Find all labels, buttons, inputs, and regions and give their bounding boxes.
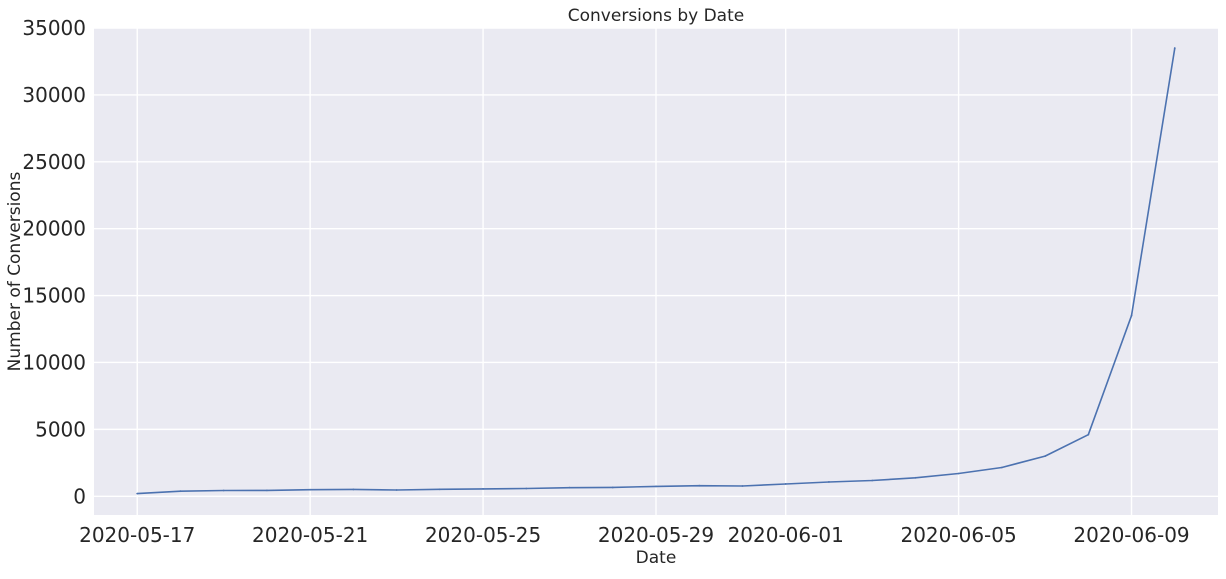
y-tick-label: 25000	[22, 150, 86, 174]
data-point	[568, 486, 571, 489]
y-tick-label: 0	[73, 484, 86, 508]
data-point	[266, 489, 268, 492]
data-point	[784, 483, 787, 485]
x-tick-label: 2020-06-05	[900, 523, 1016, 547]
data-point	[611, 486, 614, 489]
series-layer	[136, 47, 1176, 495]
data-point	[179, 490, 182, 493]
x-tick-label: 2020-05-25	[425, 523, 541, 547]
y-tick-label: 35000	[22, 16, 86, 40]
data-point	[828, 481, 830, 483]
data-point	[1130, 314, 1133, 317]
data-point	[482, 488, 484, 490]
data-point	[957, 472, 960, 475]
tick-labels: 2020-05-17 2020-05-21 2020-05-25 2020-05-29…	[22, 16, 1189, 547]
data-point	[136, 492, 139, 495]
data-point	[352, 488, 355, 491]
x-axis-label: Date	[636, 548, 677, 568]
grid-lines	[94, 27, 1218, 515]
x-tick-label: 2020-05-21	[252, 523, 368, 547]
data-point	[525, 487, 528, 490]
y-axis-label: Number of Conversions	[5, 172, 25, 372]
y-tick-label: 10000	[22, 350, 86, 374]
data-point	[222, 489, 225, 492]
data-point	[741, 485, 744, 487]
data-point	[914, 476, 917, 479]
chart-title: Conversions by Date	[568, 6, 744, 26]
data-point	[438, 488, 441, 491]
data-point	[1000, 466, 1003, 469]
y-tick-label: 15000	[22, 284, 86, 308]
data-point	[1044, 455, 1046, 458]
data-point	[698, 484, 701, 487]
data-point	[871, 479, 874, 482]
x-tick-label: 2020-06-09	[1073, 523, 1189, 547]
data-point	[1087, 433, 1090, 436]
y-tick-label: 5000	[35, 417, 86, 441]
y-tick-label: 30000	[22, 83, 86, 107]
data-point	[395, 489, 398, 491]
x-tick-label: 2020-05-17	[79, 523, 195, 547]
data-point	[655, 485, 657, 488]
data-point	[1173, 47, 1176, 49]
x-tick-label: 2020-06-01	[728, 523, 844, 547]
x-tick-label: 2020-05-29	[598, 523, 714, 547]
y-tick-label: 20000	[22, 217, 86, 241]
data-point	[309, 488, 312, 491]
